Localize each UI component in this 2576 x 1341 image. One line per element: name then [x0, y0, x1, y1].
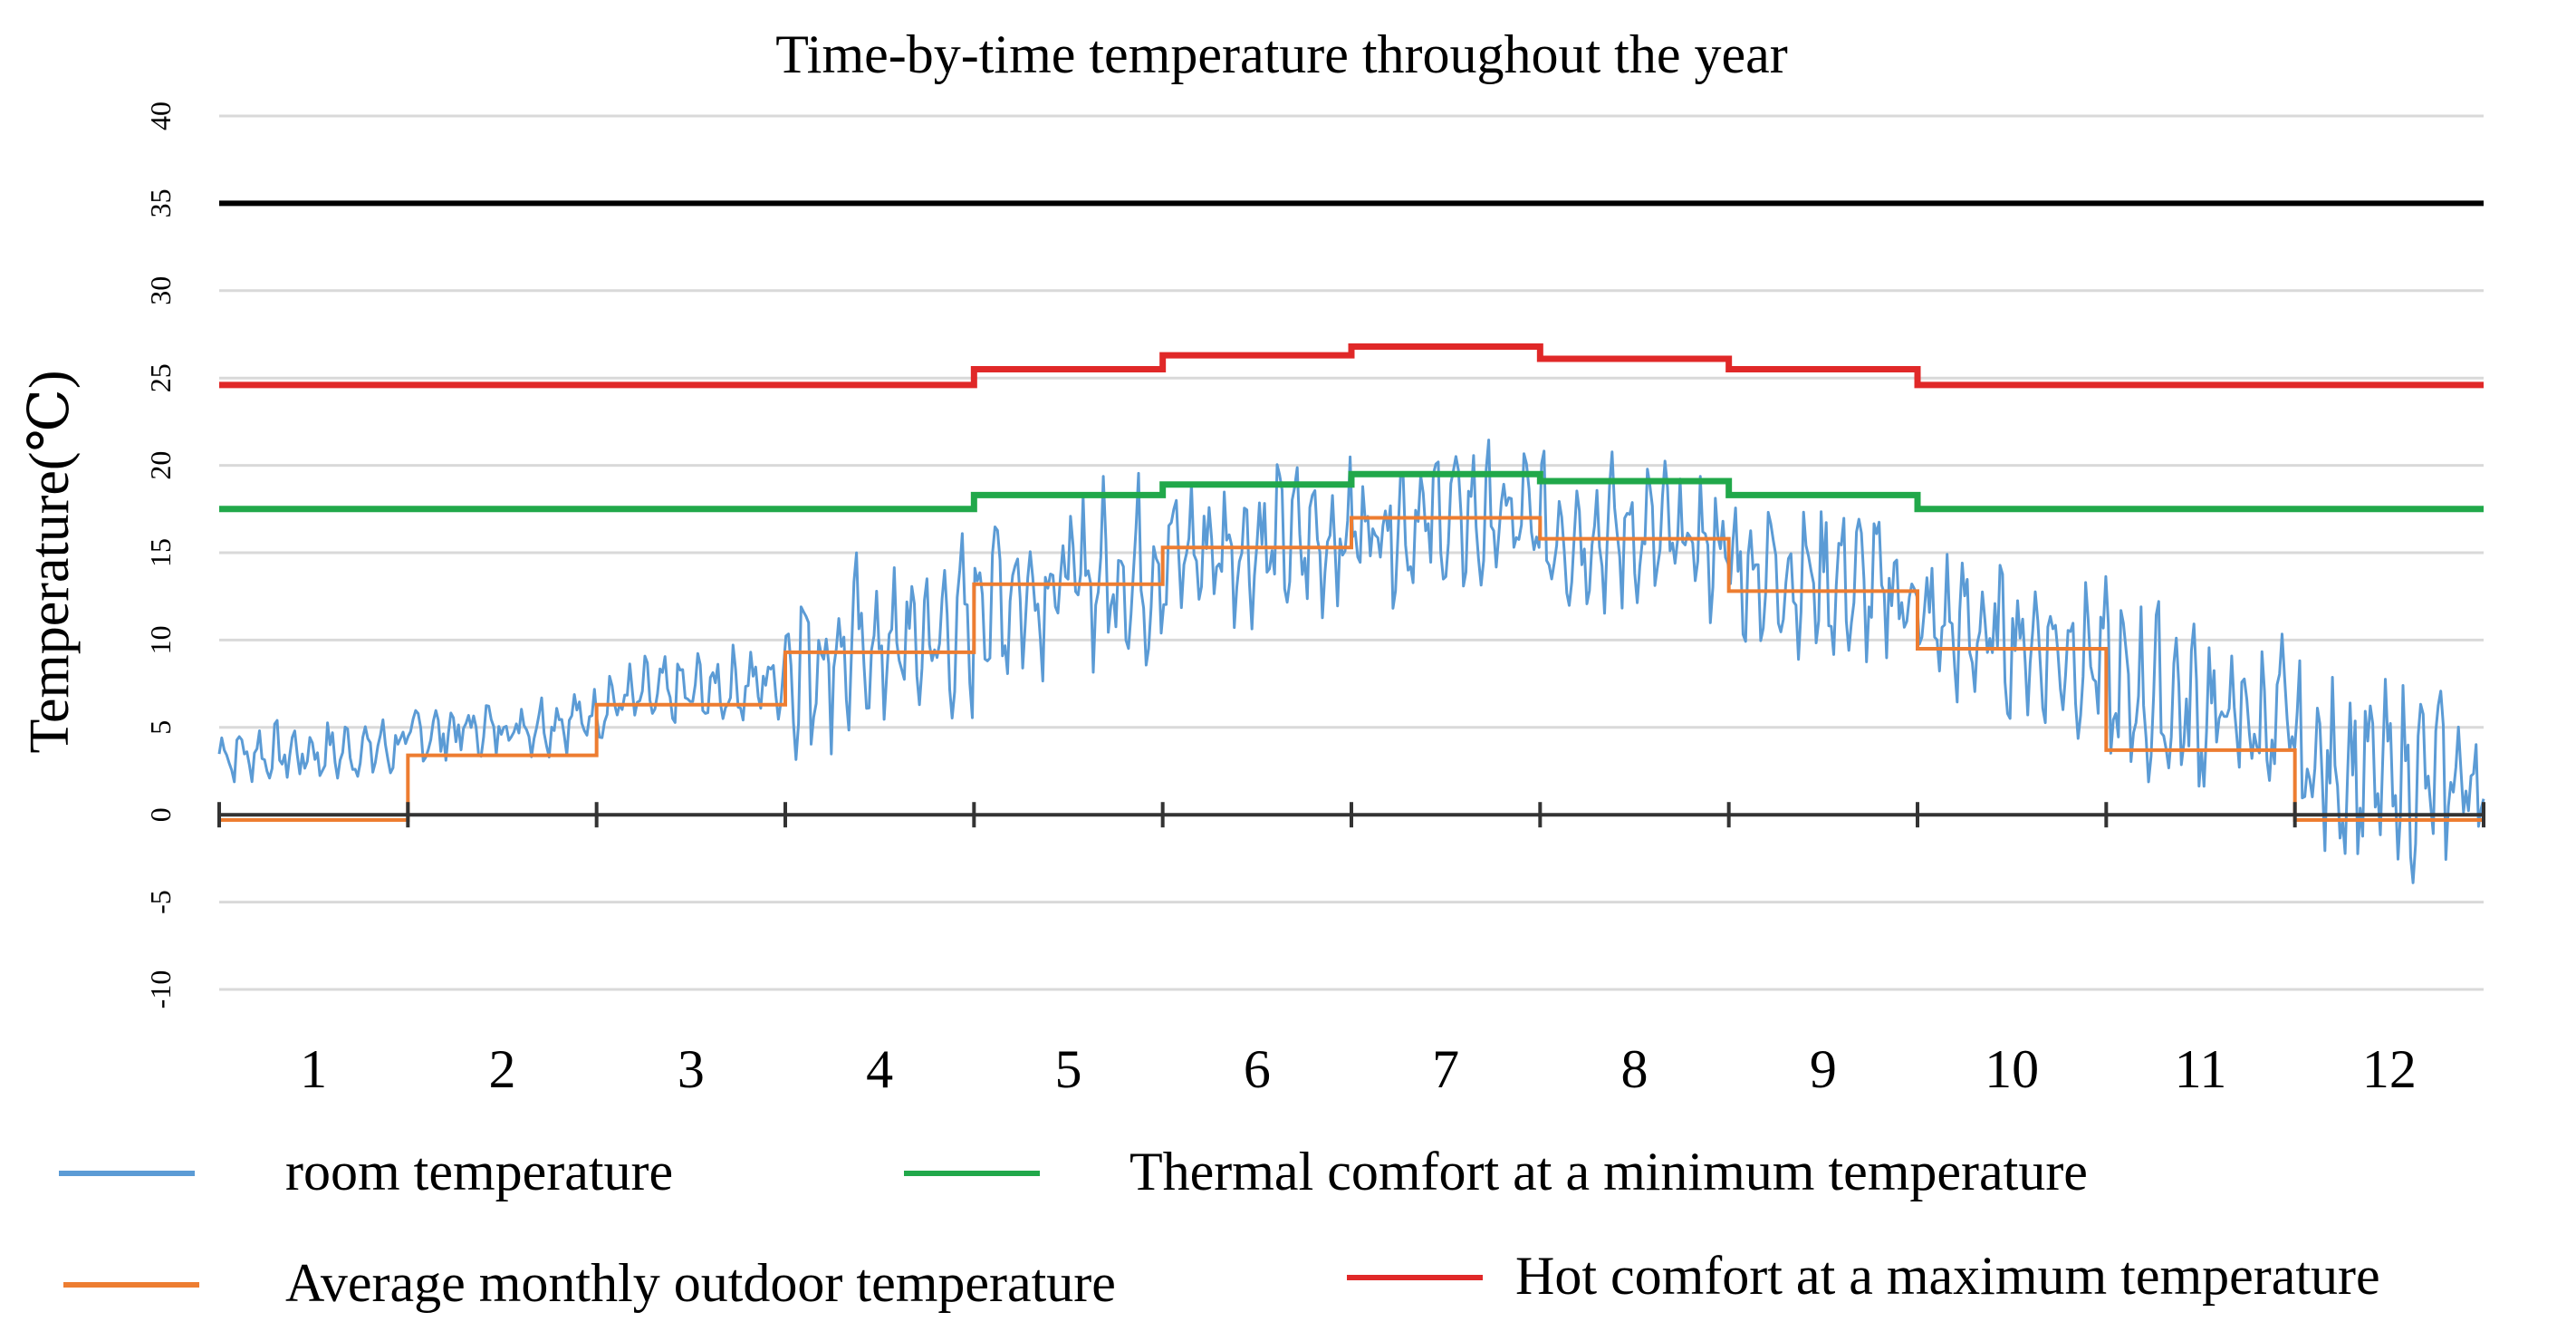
x-tick-label: 8: [1621, 1039, 1648, 1099]
x-tick-label: 5: [1055, 1039, 1082, 1099]
x-tick-label: 12: [2362, 1039, 2417, 1099]
series-line: [219, 342, 2484, 389]
series-line: [219, 516, 2484, 822]
legend-label: Hot comfort at a maximum temperature: [1515, 1246, 2380, 1306]
legend-label: room temperature: [285, 1142, 673, 1201]
x-tick-label: 4: [866, 1039, 893, 1099]
hot-comfort-max-series: [219, 342, 2484, 389]
legend: room temperature Thermal comfort at a min…: [59, 1142, 2380, 1313]
legend-label: Average monthly outdoor temperature: [285, 1253, 1116, 1313]
y-tick-label: -10: [144, 970, 177, 1009]
thermal-comfort-min-series: [219, 470, 2484, 513]
x-tick-label: 2: [489, 1039, 516, 1099]
y-tick-label: 25: [144, 363, 177, 392]
y-tick-label: -5: [144, 890, 177, 914]
y-tick-label: 20: [144, 451, 177, 480]
y-tick-label: 30: [144, 276, 177, 305]
y-tick-label: 35: [144, 188, 177, 217]
x-tick-label: 9: [1810, 1039, 1837, 1099]
y-tick-label: 0: [144, 807, 177, 822]
x-tick-labels: 1 2 3 4 5 6 7 8 9 10 11 12: [300, 1039, 2417, 1099]
y-tick-label: 5: [144, 720, 177, 735]
outdoor-temperature-series: [219, 516, 2484, 822]
x-tick-label: 10: [1985, 1039, 2039, 1099]
legend-label: Thermal comfort at a minimum temperature: [1129, 1142, 2088, 1201]
y-tick-label: 15: [144, 538, 177, 567]
series-line: [219, 470, 2484, 513]
x-axis: [217, 802, 2485, 828]
y-tick-label: 10: [144, 625, 177, 654]
x-tick-label: 3: [678, 1039, 705, 1099]
chart-title: Time-by-time temperature throughout the …: [775, 24, 1787, 84]
y-tick-label: 40: [144, 101, 177, 130]
y-tick-labels: 40 35 30 25 20 15 10 5 0 -5 -10: [144, 101, 177, 1008]
x-tick-label: 1: [300, 1039, 327, 1099]
x-tick-label: 11: [2175, 1039, 2227, 1099]
y-axis-label: Temperature(℃): [19, 370, 81, 753]
x-tick-label: 7: [1432, 1039, 1459, 1099]
x-tick-label: 6: [1244, 1039, 1271, 1099]
gridlines: [219, 114, 2484, 991]
